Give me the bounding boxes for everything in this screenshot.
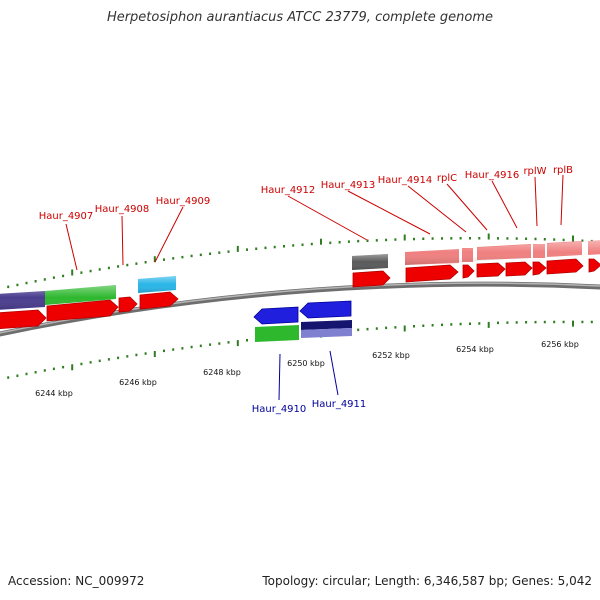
- scale-labels: 6244 kbp 6246 kbp 6248 kbp 6250 kbp 6252…: [35, 340, 579, 398]
- gene-arrow: [588, 258, 600, 273]
- gene-label: Haur_4914: [378, 175, 433, 186]
- gene-label: Haur_4909: [156, 196, 211, 207]
- gene-labels-bottom: Haur_4910 Haur_4911: [252, 399, 367, 415]
- gene-arrow: [405, 264, 459, 283]
- tick-marks-outer: [7, 233, 593, 289]
- label-leaders-top: [65, 174, 564, 271]
- gene-arrow: [46, 299, 119, 322]
- gene-arrow: [299, 300, 352, 319]
- gene-arrow: [118, 296, 138, 313]
- feature-box-lavender-lower: [301, 328, 352, 338]
- genome-backbone: [0, 281, 600, 337]
- gene-label: Haur_4910: [252, 404, 307, 415]
- gene-arrow: [139, 291, 179, 310]
- gene-track-reverse: [253, 300, 352, 325]
- gene-label: Haur_4908: [95, 204, 150, 215]
- scale-label: 6250 kbp: [287, 359, 325, 368]
- gene-label: Haur_4907: [39, 211, 94, 222]
- gene-labels-top: Haur_4907 Haur_4908 Haur_4909 Haur_4912 …: [39, 165, 573, 222]
- gene-arrow: [0, 309, 47, 330]
- scale-label: 6246 kbp: [119, 378, 157, 387]
- gene-track-forward: [0, 258, 600, 330]
- gene-label: rplB: [553, 165, 573, 176]
- tick-marks-inner: [7, 320, 593, 379]
- scale-label: 6254 kbp: [456, 345, 494, 354]
- scale-label: 6248 kbp: [203, 368, 241, 377]
- map-title: Herpetosiphon aurantiacus ATCC 23779, co…: [106, 10, 494, 25]
- feature-track-lower: [255, 320, 352, 342]
- gene-label: Haur_4912: [261, 185, 316, 196]
- feature-box-navy-lower: [301, 320, 352, 330]
- gene-label: rplW: [523, 166, 546, 177]
- gene-label: Haur_4913: [321, 180, 376, 191]
- scale-label: 6252 kbp: [372, 351, 410, 360]
- gene-label: rplC: [437, 173, 457, 184]
- shading: [0, 240, 600, 310]
- gene-arrow: [532, 261, 547, 276]
- gene-arrow: [462, 264, 475, 279]
- scale-label: 6256 kbp: [541, 340, 579, 349]
- gene-arrow: [253, 306, 299, 325]
- label-leaders-bottom: [278, 350, 339, 401]
- gene-arrow: [476, 262, 506, 278]
- gene-label: Haur_4916: [465, 170, 520, 181]
- scale-label: 6244 kbp: [35, 389, 73, 398]
- gene-arrow: [546, 258, 584, 275]
- accession-text: Accession: NC_009972: [8, 574, 145, 588]
- feature-box-green-lower: [255, 325, 299, 342]
- gene-arrow: [505, 261, 533, 277]
- genome-summary-text: Topology: circular; Length: 6,346,587 bp…: [262, 574, 592, 588]
- gene-arrow: [352, 270, 391, 288]
- gene-label: Haur_4911: [312, 399, 367, 410]
